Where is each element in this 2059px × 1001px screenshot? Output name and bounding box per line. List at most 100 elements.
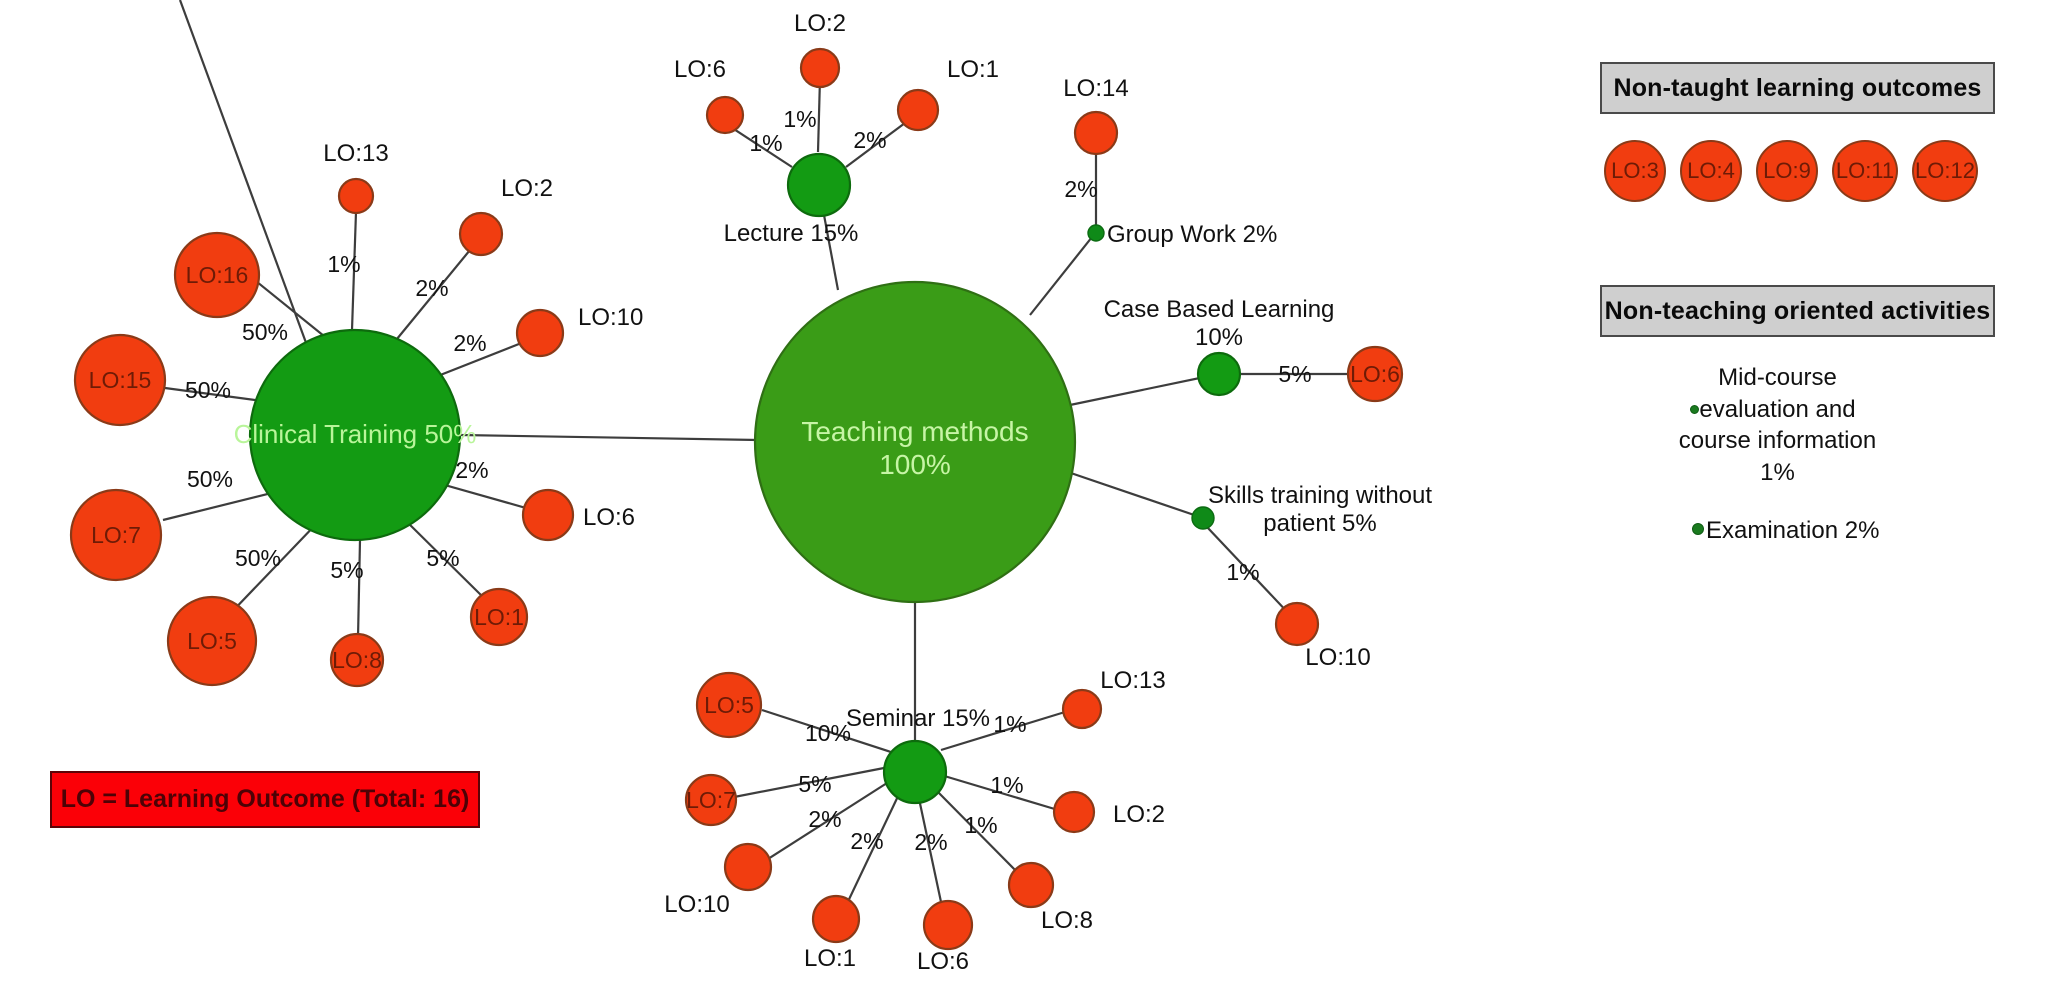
lo-circle[interactable] <box>469 587 529 647</box>
node-case-based-learning[interactable]: Case Based Learning 10% <box>1104 296 1335 397</box>
activity-examination[interactable]: Examination 2% <box>1706 517 1880 544</box>
edge-lecture-lo2 <box>816 77 822 153</box>
lo-circle[interactable] <box>73 333 167 427</box>
lo-circle[interactable] <box>329 632 385 688</box>
non-taught-lo-label: LO:4 <box>1687 158 1735 183</box>
lo-circle[interactable] <box>695 671 763 739</box>
activity-line-4: 1% <box>1760 459 1795 487</box>
lo-circle[interactable] <box>896 88 940 132</box>
lo-node-ct-lo8[interactable]: LO:8 <box>329 632 385 688</box>
lo-label: LO:10 <box>578 304 643 331</box>
lo-circle[interactable] <box>515 308 565 358</box>
lo-circle[interactable] <box>1073 110 1119 156</box>
seminar-circle[interactable] <box>882 739 948 805</box>
lo-node-sem-lo1[interactable]: LO:1 <box>804 894 861 972</box>
node-seminar[interactable]: Seminar 15% <box>846 705 990 805</box>
lo-circle[interactable] <box>922 899 974 951</box>
lo-circle[interactable] <box>337 177 375 215</box>
legend-non-teaching-title: Non-teaching oriented activities <box>1604 296 1991 325</box>
node-group-work[interactable]: Group Work 2% <box>1087 221 1277 248</box>
lo-circle[interactable] <box>811 894 861 944</box>
core-node-circle[interactable] <box>753 280 1077 604</box>
non-taught-lo-4[interactable]: LO:4 <box>1680 140 1742 202</box>
lo-circle[interactable] <box>521 488 575 542</box>
activity-line-3: course information <box>1678 427 1877 455</box>
activity-mid-course-evaluation[interactable]: Mid-course evaluation and course informa… <box>1660 362 1895 489</box>
lo-circle[interactable] <box>799 47 841 89</box>
lo-circle[interactable] <box>705 95 745 135</box>
edge-weight-ct-lo15: 50% <box>185 377 231 403</box>
lo-node-lec-lo6[interactable]: LO:6 <box>674 56 745 135</box>
edge-weight-cbl-lo6: 5% <box>1278 361 1311 387</box>
node-lecture[interactable]: Lecture 15% <box>724 152 859 247</box>
edge-weight-sem-lo13: 1% <box>993 711 1026 737</box>
lo-node-ct-lo10[interactable]: LO:10 <box>515 304 643 358</box>
examination-dot-icon <box>1692 523 1704 535</box>
clinical-training-circle[interactable] <box>248 328 462 542</box>
lo-node-sem-lo8[interactable]: LO:8 <box>1007 861 1093 934</box>
non-taught-lo-12[interactable]: LO:12 <box>1912 140 1978 202</box>
edge-seminar-lo13 <box>940 710 1066 752</box>
lo-circle[interactable] <box>458 211 504 257</box>
lo-label: LO:6 <box>583 504 635 531</box>
lo-circle[interactable] <box>1274 601 1320 647</box>
lecture-circle[interactable] <box>786 152 852 218</box>
lo-node-cbl-lo6[interactable]: LO:6 <box>1346 345 1404 403</box>
node-clinical-training[interactable]: Clinical Training 50% <box>234 328 477 542</box>
legend-non-taught-title: Non-taught learning outcomes <box>1613 73 1982 102</box>
lo-node-sem-lo2[interactable]: LO:2 <box>1052 790 1165 834</box>
non-taught-lo-9[interactable]: LO:9 <box>1756 140 1818 202</box>
edge-weight-ct-lo16: 50% <box>242 319 288 345</box>
lo-label: LO:14 <box>1063 75 1128 102</box>
lo-circle[interactable] <box>1346 345 1404 403</box>
lo-label: LO:2 <box>794 10 846 37</box>
seminar-label: Seminar 15% <box>846 705 990 732</box>
edge-ct-lo5 <box>225 519 321 619</box>
lo-node-ct-lo15[interactable]: LO:15 <box>73 333 167 427</box>
edge-core-group-work <box>1029 231 1097 316</box>
lo-circle[interactable] <box>173 231 261 319</box>
non-taught-lo-3[interactable]: LO:3 <box>1604 140 1666 202</box>
lo-circle[interactable] <box>69 488 163 582</box>
edge-weight-ct-lo8: 5% <box>330 557 363 583</box>
edge-core-lecture <box>822 214 840 291</box>
non-taught-lo-label: LO:11 <box>1835 158 1895 183</box>
lo-circle[interactable] <box>166 595 258 687</box>
case-based-learning-circle[interactable] <box>1196 351 1242 397</box>
lo-node-sem-lo6[interactable]: LO:6 <box>917 899 974 975</box>
lo-node-ct-lo1[interactable]: LO:1 <box>469 587 529 647</box>
lo-circle[interactable] <box>1052 790 1096 834</box>
lo-label: LO:5 <box>704 692 754 718</box>
lo-node-sem-lo10[interactable]: LO:10 <box>664 842 773 918</box>
lo-label: LO:6 <box>674 56 726 83</box>
lo-node-ct-lo13[interactable]: LO:13 <box>323 140 389 215</box>
lecture-label: Lecture 15% <box>724 220 859 247</box>
lo-circle[interactable] <box>723 842 773 892</box>
lo-node-lec-lo1[interactable]: LO:1 <box>896 56 999 132</box>
lo-label: LO:13 <box>323 140 388 167</box>
edge-weight-lec-lo1: 2% <box>853 127 886 153</box>
lo-circle[interactable] <box>1007 861 1055 909</box>
lo-node-sem-lo5[interactable]: LO:5 <box>695 671 763 739</box>
edge-skills-lo10 <box>1206 526 1293 618</box>
lo-node-ct-lo6[interactable]: LO:6 <box>521 488 635 542</box>
mid-course-dot-icon <box>1690 405 1699 414</box>
lo-node-ct-lo5[interactable]: LO:5 <box>166 595 258 687</box>
node-teaching-methods[interactable]: Teaching methods 100% <box>753 280 1077 604</box>
lo-node-st-lo10[interactable]: LO:10 <box>1274 601 1371 671</box>
edge-ct-lo8 <box>356 539 362 639</box>
lo-circle[interactable] <box>684 773 738 827</box>
lo-node-ct-lo7[interactable]: LO:7 <box>69 488 163 582</box>
lo-node-ct-lo2[interactable]: LO:2 <box>458 175 553 257</box>
lo-node-lec-lo2[interactable]: LO:2 <box>794 10 846 89</box>
lo-node-sem-lo7[interactable]: LO:7 <box>684 773 738 827</box>
non-taught-lo-11[interactable]: LO:11 <box>1832 140 1898 202</box>
group-work-dot[interactable] <box>1087 224 1105 242</box>
lo-node-gw-lo14[interactable]: LO:14 <box>1063 75 1129 156</box>
lo-circle[interactable] <box>1061 688 1103 730</box>
lo-node-sem-lo13[interactable]: LO:13 <box>1061 667 1166 730</box>
skills-training-dot[interactable] <box>1191 506 1215 530</box>
lo-node-ct-lo16[interactable]: LO:16 <box>173 231 261 319</box>
edge-weight-sem-lo7: 5% <box>798 771 831 797</box>
node-skills-training-without-patient[interactable]: Skills training without patient 5% <box>1191 482 1432 537</box>
